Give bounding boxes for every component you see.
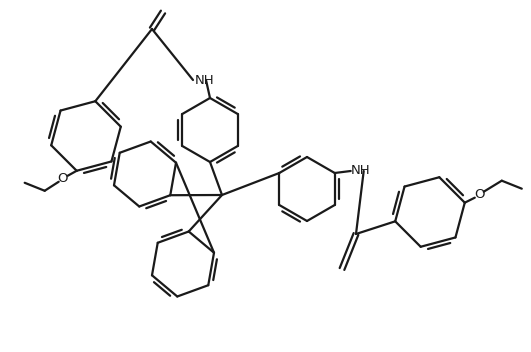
Text: O: O xyxy=(475,188,485,201)
Text: O: O xyxy=(57,172,68,185)
Text: NH: NH xyxy=(350,164,370,177)
Text: NH: NH xyxy=(195,74,215,87)
